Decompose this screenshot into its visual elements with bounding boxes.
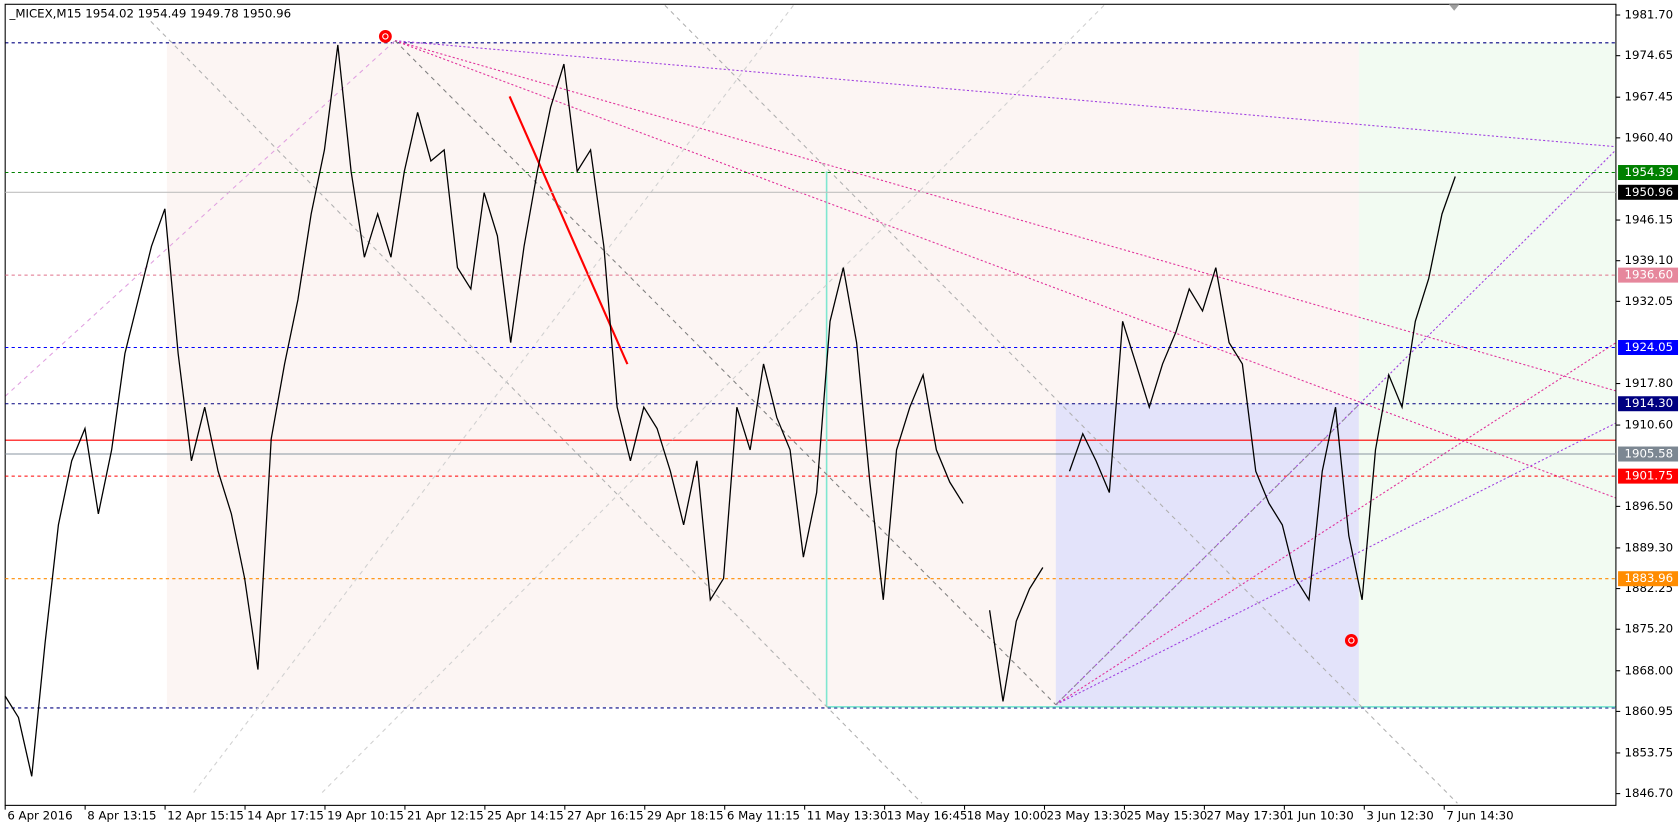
y-tick-label: 1960.40 [1624,130,1673,144]
plot-frame [4,3,1617,806]
level-label: 1901.75 [1624,469,1673,483]
fan-line [4,40,396,397]
marker [382,33,389,40]
level-label: 1914.30 [1624,396,1673,410]
y-tick-label: 1981.70 [1624,8,1673,22]
x-tick-label: 8 Apr 13:15 [87,809,156,823]
x-tick-label: 27 Apr 16:15 [567,809,644,823]
level-label: 1954.39 [1624,165,1673,179]
x-tick-label: 3 Jun 12:30 [1366,809,1433,823]
x-tick-label: 1 Jun 10:30 [1286,809,1353,823]
zone [1358,42,1616,707]
x-tick-label: 29 Apr 18:15 [647,809,724,823]
level-box [1618,446,1679,462]
y-tick-label: 1939.10 [1624,253,1673,267]
level-box [1618,184,1679,200]
level-box [1618,340,1679,355]
marker [1348,637,1355,644]
chart-title: _MICEX,M15 1954.02 1954.49 1949.78 1950.… [8,6,291,20]
level-label: 1924.05 [1624,340,1673,354]
marker [378,29,392,43]
y-tick-label: 1860.95 [1624,704,1673,718]
y-tick-label: 1868.00 [1624,663,1673,677]
y-tick-label: 1932.05 [1624,294,1673,308]
x-tick-label: 6 Apr 2016 [7,809,72,823]
level-box [1618,165,1679,181]
fan-line [394,40,1616,148]
fan-line [394,40,1057,706]
x-tick-label: 27 May 17:30 [1207,809,1288,823]
fan-line [1055,404,1360,706]
level-label: 1950.96 [1624,185,1673,199]
x-tick-label: 13 May 16:45 [887,809,968,823]
level-box [1618,468,1679,484]
x-tick-label: 25 Apr 14:15 [487,809,564,823]
x-tick-label: 19 Apr 10:15 [327,809,404,823]
x-tick-label: 14 Apr 17:15 [247,809,324,823]
y-tick-label: 1846.70 [1624,786,1673,800]
shift-marker [1448,4,1460,11]
x-tick-label: 23 May 13:30 [1047,809,1128,823]
level-label: 1905.58 [1624,447,1673,461]
fan-line [150,21,923,804]
x-tick-label: 12 Apr 15:15 [167,809,244,823]
x-tick-label: 18 May 10:00 [967,809,1048,823]
level-box [1618,396,1679,412]
x-tick-label: 6 May 11:15 [727,809,800,823]
fan-line [664,4,1458,804]
trend-line [508,95,629,365]
level-label: 1936.60 [1624,268,1673,282]
y-tick-label: 1974.65 [1624,48,1673,62]
y-tick-label: 1946.15 [1624,213,1673,227]
level-box [1618,571,1679,587]
y-tick-label: 1853.75 [1624,745,1673,759]
x-tick-label: 11 May 13:30 [807,809,888,823]
y-tick-label: 1910.60 [1624,418,1673,432]
level-label: 1883.96 [1624,571,1673,585]
y-tick-label: 1875.20 [1624,622,1673,636]
y-tick-label: 1889.30 [1624,540,1673,554]
y-tick-label: 1896.50 [1624,499,1673,513]
x-tick-label: 7 Jun 14:30 [1446,809,1513,823]
marker [1344,634,1358,647]
fan-line [193,5,794,793]
price-line [4,44,1456,777]
y-tick-label: 1967.45 [1624,90,1673,104]
fan-line [1055,422,1617,706]
fan-line [394,40,1617,499]
level-box [1618,267,1679,283]
x-tick-label: 21 Apr 12:15 [407,809,484,823]
fan-line [394,40,1617,392]
y-tick-label: 1917.80 [1624,376,1673,390]
x-tick-label: 25 May 15:30 [1127,809,1208,823]
drawings [4,4,1617,804]
